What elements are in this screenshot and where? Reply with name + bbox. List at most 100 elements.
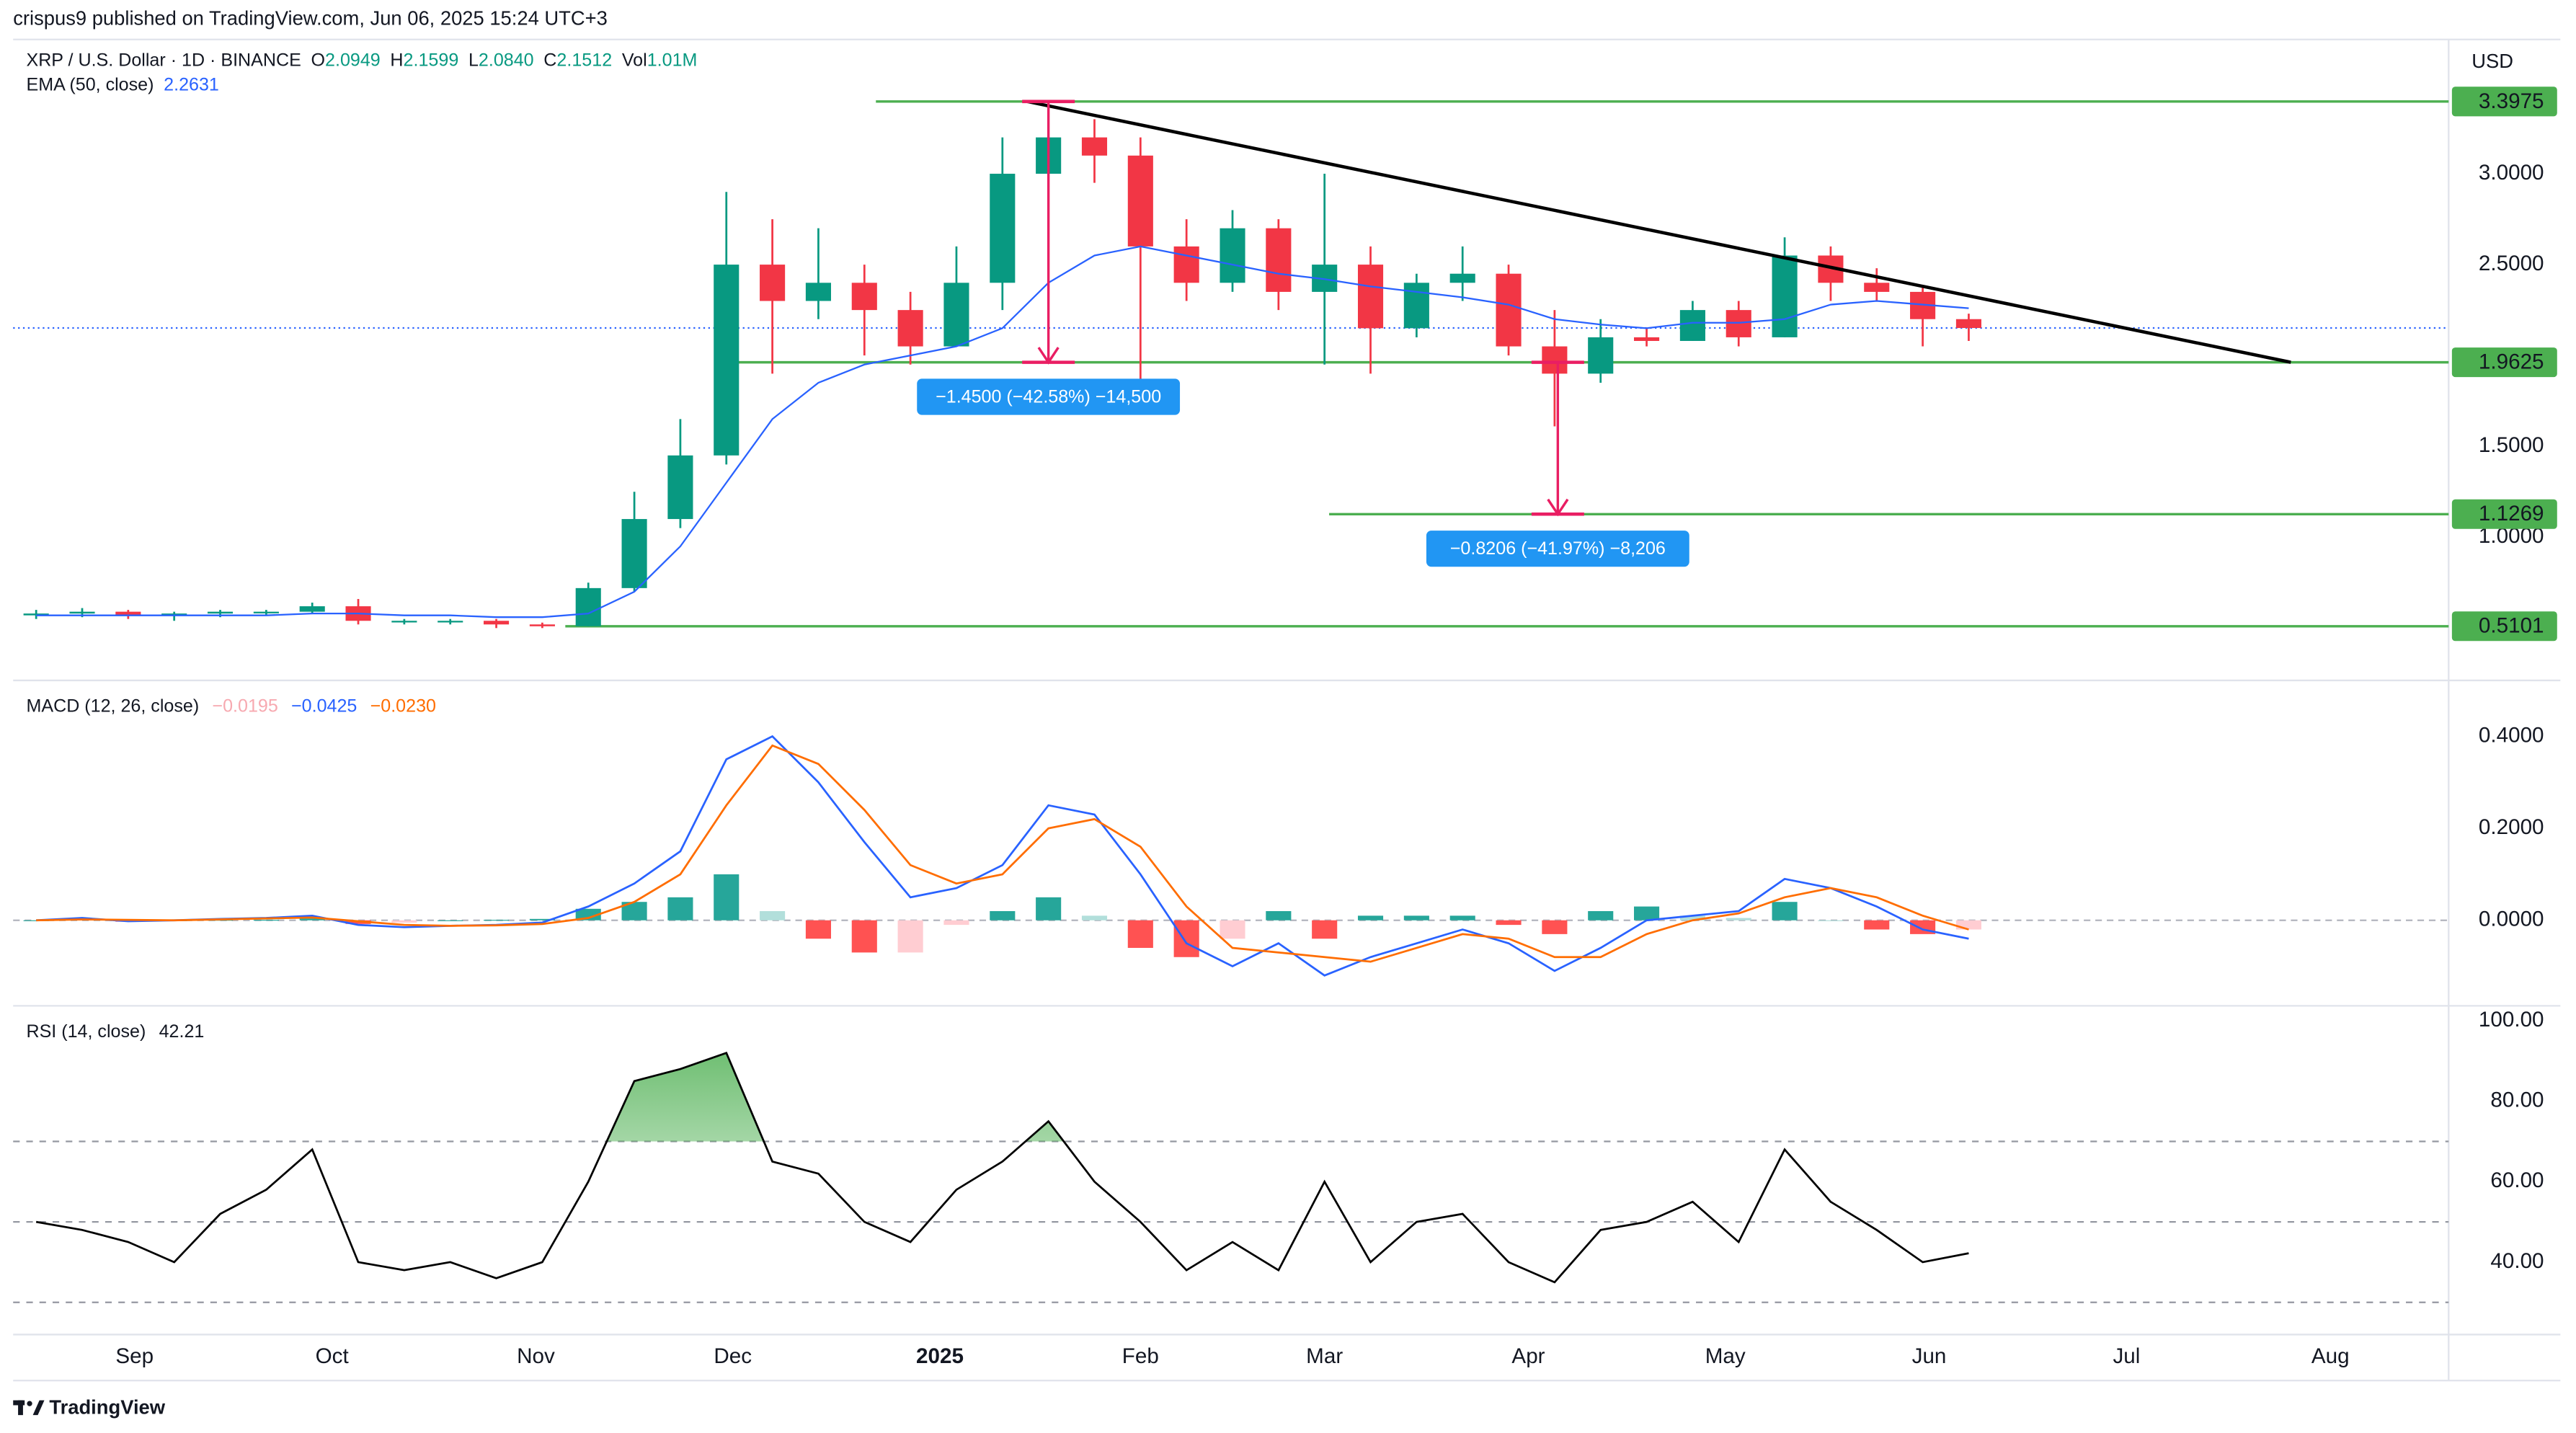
rsi-line	[35, 1052, 1969, 1284]
rsi-value: 42.21	[159, 1021, 205, 1042]
histogram-bar	[1542, 920, 1568, 934]
candle-body	[575, 587, 601, 626]
histogram-bar	[299, 918, 325, 920]
histogram-bar	[1127, 920, 1153, 949]
x-tick-label: Jun	[1912, 1344, 1947, 1368]
macd-line	[36, 744, 1969, 963]
x-tick-label: Sep	[115, 1344, 154, 1368]
candle-body	[621, 519, 647, 588]
candle-body	[529, 624, 555, 626]
volume-value: 1.01M	[647, 50, 698, 70]
histogram-bar	[1312, 920, 1338, 939]
candle-body	[1864, 283, 1890, 292]
footer-brand: TradingView	[49, 1396, 165, 1418]
level-label: 3.3975	[2479, 89, 2544, 113]
x-tick-label: Oct	[316, 1344, 350, 1368]
macd-legend: MACD (12, 26, close) −0.0195 −0.0425 −0.023…	[26, 696, 436, 716]
ema-name: EMA (50, close)	[26, 74, 154, 94]
ema-legend: EMA (50, close) 2.2631	[26, 74, 218, 94]
candle-body	[1403, 283, 1429, 329]
candle-body	[1496, 273, 1522, 347]
histogram-bar	[1357, 915, 1384, 920]
logo-part	[18, 1400, 23, 1416]
ohlc-value: 2.0949	[325, 50, 381, 70]
candle-body	[1357, 265, 1384, 329]
histogram-bar	[897, 920, 923, 953]
candle-body	[1266, 228, 1292, 292]
logo	[13, 1400, 45, 1416]
publisher: crispus9 published on TradingView.com, J…	[13, 7, 608, 30]
symbol: XRP / U.S. Dollar · 1D · BINANCE	[26, 50, 301, 70]
x-tick-label: 2025	[916, 1344, 964, 1368]
histogram-bar	[1266, 910, 1292, 920]
histogram-bar	[1818, 920, 1844, 921]
candle-body	[1081, 137, 1108, 156]
histogram-bar	[1081, 915, 1108, 920]
histogram-bar	[391, 920, 417, 923]
histogram-bar	[990, 910, 1016, 920]
measure-label: −0.8206 (−41.97%) −8,206	[1450, 538, 1666, 559]
candle-body	[438, 621, 463, 623]
logo-part	[32, 1400, 45, 1416]
candle-body	[161, 613, 187, 616]
candle-body	[1772, 255, 1798, 337]
histogram-bar	[1955, 920, 1981, 930]
histogram-bar	[760, 910, 786, 920]
level-label: 1.1269	[2479, 502, 2544, 525]
level-label-box	[2451, 499, 2557, 529]
y-tick-label: 1.5000	[2479, 433, 2544, 457]
measure-label: −1.4500 (−42.58%) −14,500	[936, 386, 1161, 407]
x-tick-label: Dec	[714, 1344, 752, 1368]
histogram-bar	[943, 920, 969, 926]
candle-body	[207, 611, 234, 614]
candle-body	[1634, 337, 1660, 341]
candle-body	[990, 174, 1016, 283]
y-tick-label: 2.5000	[2479, 252, 2544, 275]
candle-body	[897, 310, 923, 347]
y-tick-label: 3.0000	[2479, 161, 2544, 185]
x-tick-label: Jul	[2113, 1344, 2140, 1368]
histogram-bar	[667, 897, 693, 920]
histogram-bar	[1449, 915, 1475, 920]
macd-legend-value: −0.0425	[291, 696, 357, 716]
histogram-bar	[1403, 915, 1429, 920]
ema-line	[36, 245, 1969, 618]
x-tick-label: Feb	[1122, 1344, 1159, 1368]
y-tick-label: 0.0000	[2479, 908, 2544, 931]
macd-name: MACD (12, 26, close)	[26, 696, 199, 716]
histogram-bar	[529, 918, 555, 920]
measure-arrowhead	[1037, 347, 1060, 365]
candle-body	[391, 621, 417, 623]
candle-body	[714, 265, 740, 456]
candle-body	[1679, 310, 1705, 341]
x-tick-label: May	[1705, 1344, 1746, 1368]
x-tick-label: Aug	[2311, 1344, 2350, 1368]
ohlc-value: 2.1512	[556, 50, 612, 70]
histogram-bar	[1726, 918, 1751, 920]
candle-body	[253, 611, 279, 613]
level-label-box	[2451, 611, 2557, 642]
histogram-bar	[714, 874, 740, 920]
histogram-bar	[1679, 915, 1705, 920]
measure-label-box	[917, 378, 1181, 415]
histogram-bar	[1173, 920, 1199, 957]
histogram-bar	[438, 920, 463, 921]
volume-key: Vol	[622, 50, 647, 70]
candle-body	[1542, 346, 1568, 374]
histogram-bar	[1864, 920, 1890, 930]
candle-body	[69, 611, 95, 614]
candle-body	[805, 283, 831, 301]
symbol-legend: XRP / U.S. Dollar · 1D · BINANCE O2.0949 H…	[26, 50, 697, 70]
candle-body	[1173, 246, 1199, 283]
ohlc-key: H	[390, 50, 403, 70]
candle-body	[1220, 228, 1245, 283]
candle-body	[484, 621, 510, 625]
macd-legend-value: −0.0230	[370, 696, 436, 716]
macd-legend-value: −0.0195	[212, 696, 277, 716]
level-label-box	[2451, 347, 2557, 378]
candle-body	[667, 455, 693, 520]
histogram-bar	[1634, 906, 1660, 920]
measure-arrowhead	[1547, 498, 1569, 517]
